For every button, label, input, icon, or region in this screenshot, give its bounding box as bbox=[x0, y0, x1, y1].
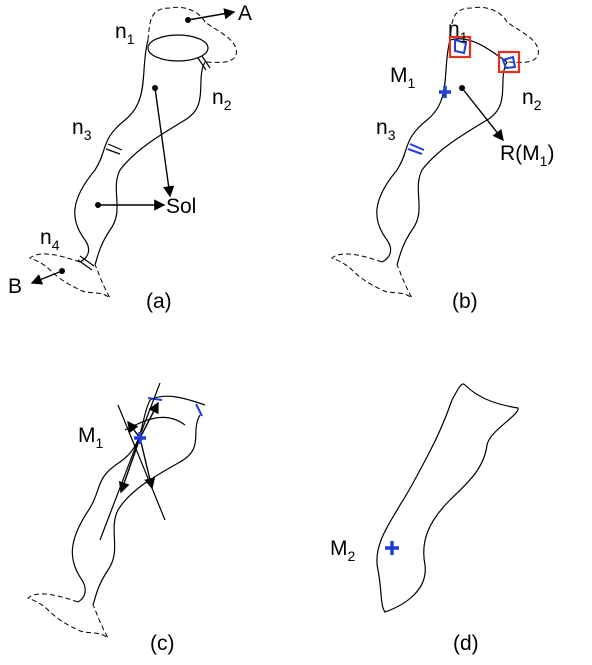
label-part: 1 bbox=[127, 31, 135, 47]
panel-b: n1 M1 n2 n3 R(M1) (b) bbox=[332, 7, 554, 313]
panel-c: M1 (c) bbox=[28, 383, 205, 655]
label-part: n bbox=[40, 226, 52, 249]
label: M1 bbox=[390, 64, 416, 91]
label-part: M bbox=[390, 64, 408, 87]
label-part: n bbox=[115, 20, 127, 43]
label-part: 2 bbox=[348, 548, 356, 564]
label: n3 bbox=[376, 116, 396, 143]
label: R(M1) bbox=[500, 142, 554, 169]
label-part: M bbox=[330, 537, 348, 560]
label-part: 1 bbox=[460, 29, 468, 45]
label: n3 bbox=[72, 116, 92, 143]
label: n2 bbox=[212, 86, 232, 113]
label-part: n bbox=[522, 86, 534, 109]
label: n1 bbox=[448, 18, 468, 45]
label: Sol bbox=[166, 195, 196, 218]
label-part: R(M bbox=[500, 142, 540, 165]
label: n2 bbox=[522, 86, 542, 113]
caption: (a) bbox=[146, 290, 172, 313]
label-part: 3 bbox=[388, 127, 396, 143]
label-part: 2 bbox=[224, 97, 232, 113]
caption: (c) bbox=[150, 632, 175, 655]
label-part: M bbox=[78, 424, 96, 447]
label-part: 1 bbox=[540, 153, 548, 169]
panel-d: M2 (d) bbox=[330, 384, 518, 655]
label-part: 2 bbox=[534, 97, 542, 113]
label: M1 bbox=[78, 424, 104, 451]
label-part: n bbox=[448, 18, 460, 41]
caption: (d) bbox=[453, 632, 479, 655]
panel-a: n1 A n2 n3 Sol n4 B (a) bbox=[8, 2, 252, 313]
caption: (b) bbox=[452, 290, 478, 313]
label: B bbox=[8, 275, 22, 298]
label: n1 bbox=[115, 20, 135, 47]
label: M2 bbox=[330, 537, 356, 564]
label-part: 1 bbox=[96, 435, 104, 451]
label-part: 1 bbox=[408, 75, 416, 91]
label-part: 3 bbox=[84, 127, 92, 143]
diagram: n1 A n2 n3 Sol n4 B (a) n1 M1 n2 n3 R(M1… bbox=[0, 0, 592, 665]
label: A bbox=[238, 2, 252, 25]
label-part: n bbox=[72, 116, 84, 139]
label-part: n bbox=[212, 86, 224, 109]
label-part: ) bbox=[547, 142, 554, 165]
label-part: n bbox=[376, 116, 388, 139]
label: n4 bbox=[40, 226, 60, 253]
label-part: 4 bbox=[52, 237, 60, 253]
